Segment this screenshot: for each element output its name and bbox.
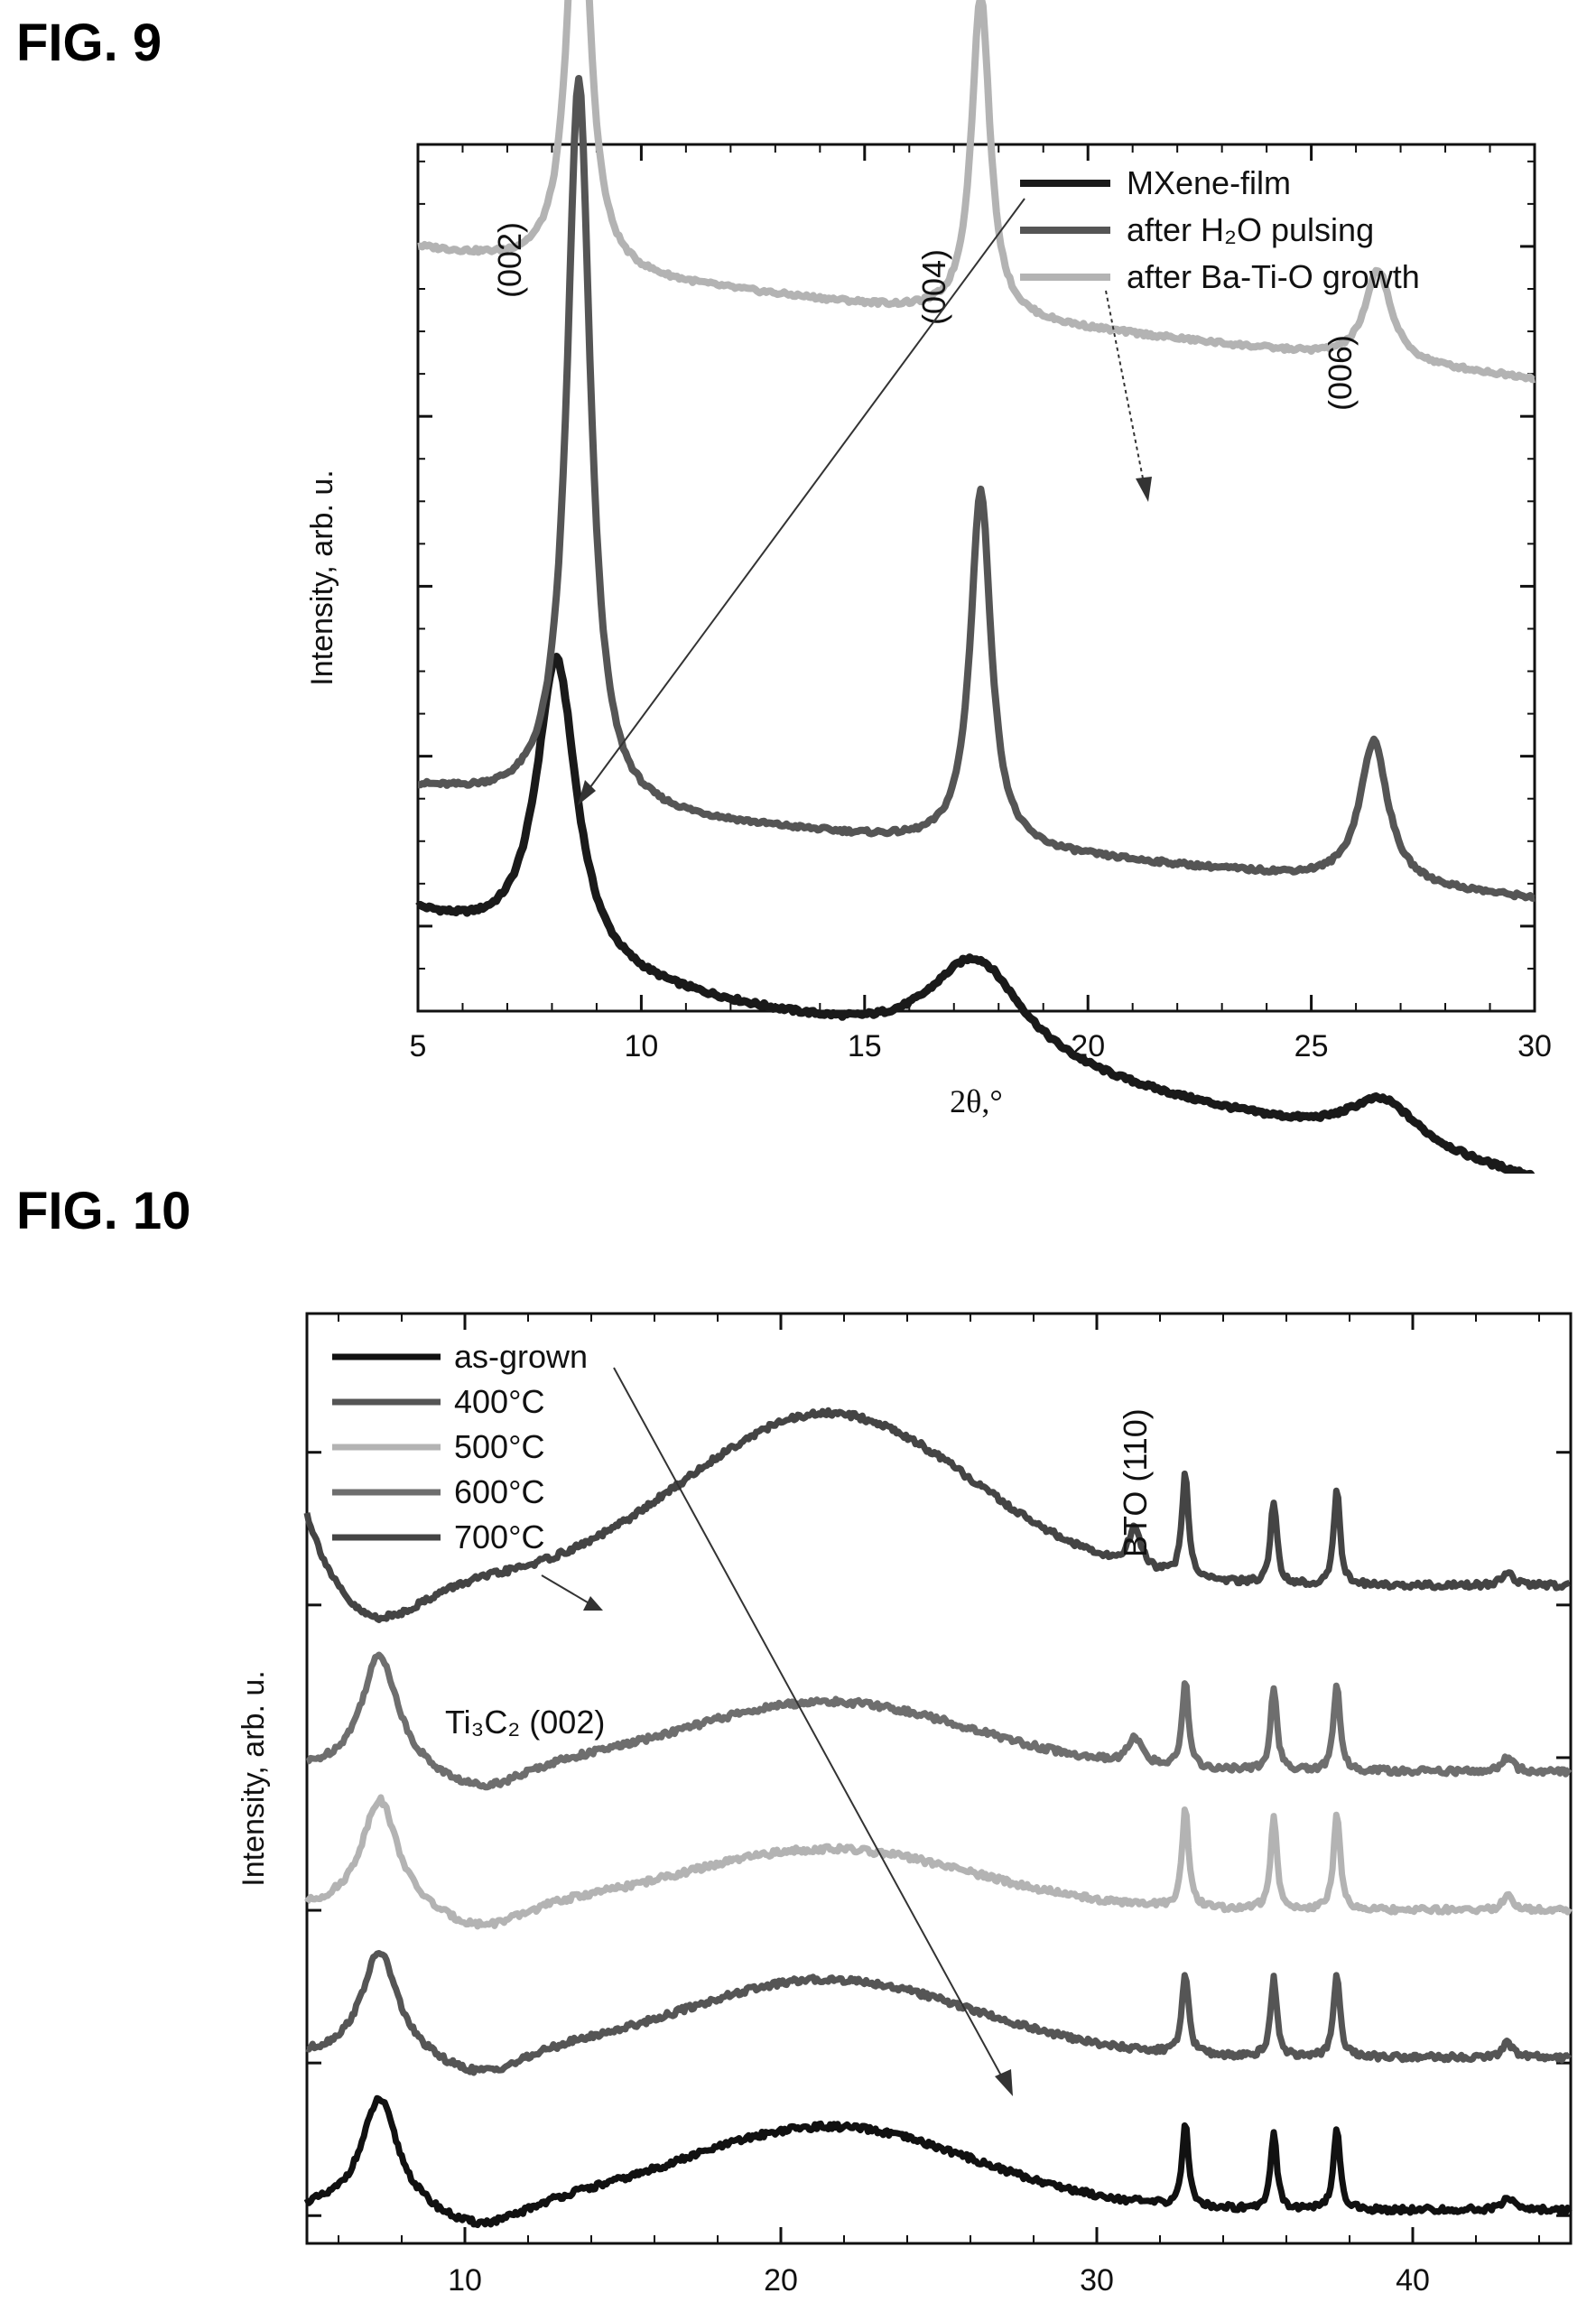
legend-entry: as-grown — [454, 1338, 588, 1375]
legend-entry: MXene-film — [1127, 164, 1291, 201]
figure-9-label: FIG. 9 — [16, 14, 162, 72]
x-tick-label: 40 — [1396, 2263, 1430, 2298]
x-tick-label: 25 — [1294, 1029, 1329, 1063]
x-tick-label: 15 — [848, 1029, 882, 1063]
plot-frame — [305, 1312, 1573, 2245]
arrow-head — [995, 2069, 1013, 2096]
x-axis-title: 2θ,° — [950, 1083, 1003, 1119]
legend-arrow — [541, 1574, 593, 1606]
peak-label: (004) — [915, 249, 952, 325]
arrow-head — [583, 1596, 603, 1611]
legend-arrow — [613, 1367, 1007, 2086]
x-tick-label: 30 — [1517, 1029, 1552, 1063]
legend-entry: 600°C — [454, 1473, 544, 1510]
x-tick-label: 10 — [448, 2263, 482, 2298]
x-tick-label: 10 — [624, 1029, 658, 1063]
x-tick-label: 20 — [764, 2263, 798, 2298]
xrd-chart-fig9: 5 10 15 20 25 30(002) (004)(006)MXene-filmafte… — [305, 0, 1552, 1174]
legend-entry: 500°C — [454, 1428, 544, 1465]
x-tick-label: 30 — [1080, 2263, 1114, 2298]
series-line — [303, 1407, 1571, 1623]
figure-10-label: FIG. 10 — [16, 1182, 191, 1240]
legend-entry: after Ba-Ti-O growth — [1127, 258, 1420, 295]
series-line — [305, 1651, 1573, 1791]
xrd-chart-fig10: 10 20 30 40 as-grown 400°C 500°C 600°C 700°C BTO … — [237, 1312, 1573, 2298]
legend-entry: 700°C — [454, 1518, 544, 1555]
series-line — [415, 653, 1536, 1174]
series-line — [303, 2094, 1573, 2228]
x-tick-label: 5 — [410, 1029, 427, 1063]
legend-entry: 400°C — [454, 1383, 544, 1420]
series-line — [305, 1950, 1573, 2076]
series-line — [416, 0, 1536, 384]
legend-arrow — [1105, 290, 1146, 488]
ti3c2-002-label: Ti₃C₂ (002) — [445, 1704, 605, 1741]
arrow-head — [1136, 477, 1152, 502]
series-line — [304, 1794, 1573, 1930]
legend-entry: after H₂O pulsing — [1127, 211, 1374, 248]
peak-label: (002) — [491, 222, 528, 298]
series-group — [415, 0, 1536, 1174]
y-axis-title: Intensity, arb. u. — [305, 469, 339, 685]
peak-label: (006) — [1322, 335, 1359, 411]
series-group — [303, 1407, 1573, 2228]
bto-110-label: BTO (110) — [1117, 1408, 1154, 1557]
y-axis-title: Intensity, arb. u. — [237, 1670, 271, 1886]
arrow-head — [578, 780, 596, 805]
legend-arrow — [584, 198, 1025, 795]
plot-frame — [416, 143, 1536, 1013]
series-line — [416, 75, 1536, 902]
